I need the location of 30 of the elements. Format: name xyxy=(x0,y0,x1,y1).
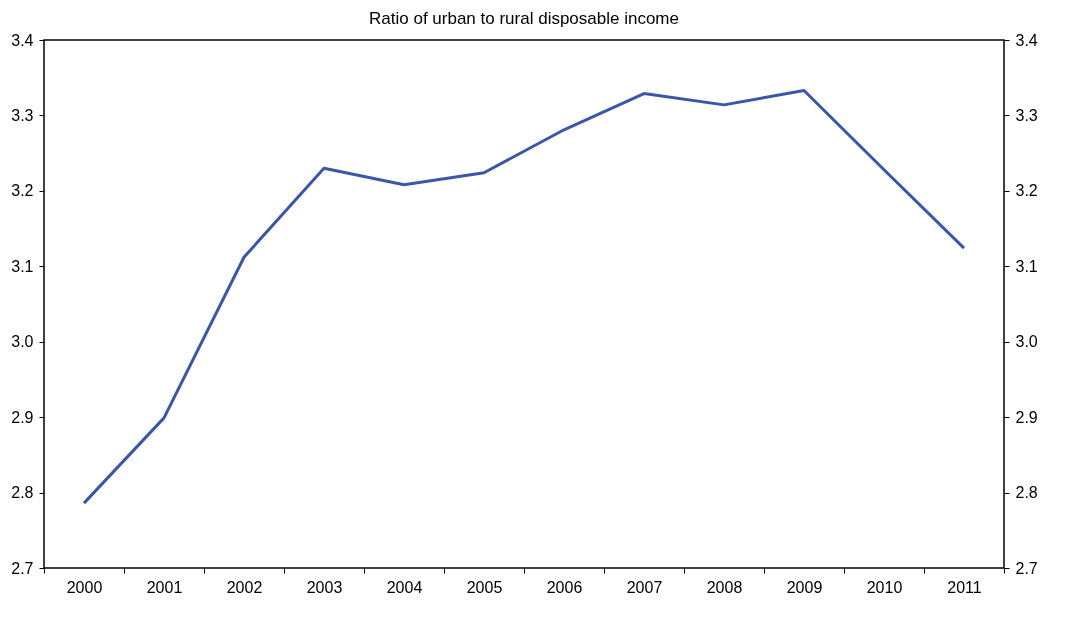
x-tick-label: 2004 xyxy=(386,578,423,596)
x-tick-label: 2007 xyxy=(626,578,663,596)
y-tick-label: 2.8 xyxy=(11,484,34,502)
y2-tick-label: 2.7 xyxy=(1015,559,1038,577)
y2-tick-label: 3.0 xyxy=(1015,333,1038,351)
x-tick-label: 2010 xyxy=(866,578,903,596)
y2-tick-label: 3.2 xyxy=(1015,182,1038,200)
y-tick-label: 3.1 xyxy=(11,257,34,275)
y-tick-label: 3.3 xyxy=(11,106,34,124)
y-tick-label: 3.0 xyxy=(11,333,34,351)
line-series xyxy=(82,89,966,505)
y2-tick-label: 3.4 xyxy=(1015,31,1038,49)
y-tick-label: 3.2 xyxy=(11,182,34,200)
x-tick-label: 2009 xyxy=(786,578,823,596)
y2-tick-label: 3.1 xyxy=(1015,257,1038,275)
y2-tick-label: 2.8 xyxy=(1015,484,1038,502)
y-tick-label: 2.7 xyxy=(11,559,34,577)
x-tick-label: 2003 xyxy=(306,578,343,596)
y-tick-label: 3.4 xyxy=(11,31,34,49)
y-tick-label: 2.9 xyxy=(11,408,34,426)
x-tick-label: 2001 xyxy=(146,578,183,596)
chart-title: Ratio of urban to rural disposable income xyxy=(369,9,679,28)
x-tick-label: 2005 xyxy=(466,578,503,596)
x-tick-label: 2000 xyxy=(66,578,103,596)
x-tick-label: 2008 xyxy=(706,578,743,596)
y2-tick-label: 2.9 xyxy=(1015,408,1038,426)
x-tick-label: 2002 xyxy=(226,578,263,596)
y2-tick-label: 3.3 xyxy=(1015,106,1038,124)
x-tick-label: 2006 xyxy=(546,578,583,596)
x-tick-label: 2011 xyxy=(947,578,982,596)
